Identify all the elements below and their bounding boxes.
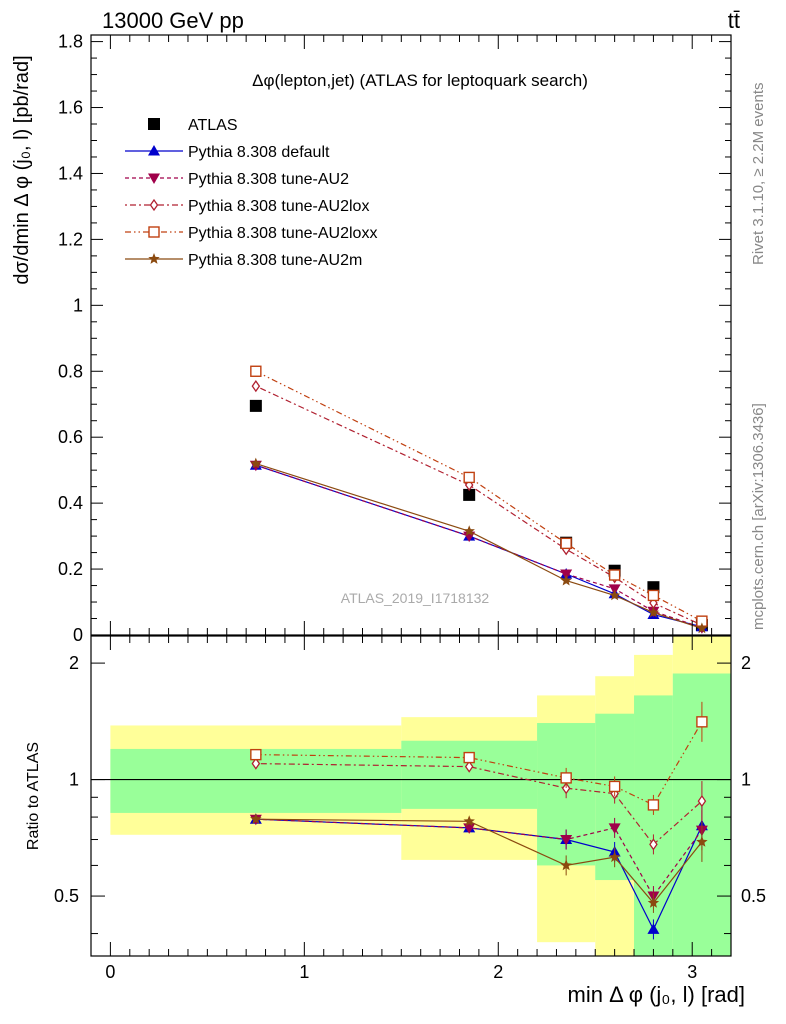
legend-label: Pythia 8.308 tune-AU2lox (188, 198, 369, 215)
y-tick-label: 1.4 (58, 163, 83, 183)
ratio-point (647, 923, 660, 934)
rivet-label: Rivet 3.1.10, ≥ 2.2M events (750, 83, 767, 266)
y-tick-label: 0.6 (58, 427, 83, 447)
ratio-point (647, 799, 660, 811)
legend-marker (148, 226, 160, 238)
ratio-point (560, 772, 572, 784)
y-tick-label: 1.8 (58, 32, 83, 52)
y-tick-label: 1 (73, 295, 83, 315)
ratio-point (464, 760, 474, 773)
data-point (696, 622, 708, 634)
ratio-point (647, 896, 660, 908)
y-tick-label: 0.5 (54, 886, 79, 906)
series-line (255, 463, 703, 629)
legend: ATLAS Pythia 8.308 default Pythia 8.308 tu… (125, 117, 377, 269)
y-tick-label: 1 (69, 770, 79, 790)
ratio-point (696, 835, 708, 847)
ratio-point (251, 757, 261, 770)
ratio-point (649, 838, 658, 851)
process-label: tt̄ (728, 8, 740, 33)
legend-marker (148, 253, 160, 264)
ratio-point (250, 813, 262, 824)
series-pythia-8-308-tune-au2loxx (250, 365, 708, 627)
legend-marker (148, 118, 160, 130)
series-line (255, 385, 703, 626)
y-tick-label: 0.4 (58, 493, 83, 513)
ratio-point (561, 782, 571, 795)
ratio-point (250, 748, 262, 761)
legend-label: Pythia 8.308 tune-AU2m (188, 252, 362, 269)
data-point (463, 471, 475, 484)
data-point (560, 537, 572, 550)
data-point (250, 365, 262, 377)
ratio-point (560, 835, 573, 846)
series-line (255, 370, 703, 622)
ratio-y-axis-label: Ratio to ATLAS (25, 742, 42, 850)
ratio-plot-frame (90, 635, 732, 957)
data-point (608, 589, 621, 601)
ratio-point (560, 859, 572, 871)
data-point (250, 457, 262, 469)
y-tick-label-right: 0.5 (741, 886, 766, 906)
ratio-plot-panel: 0 1 2 3 0.5 0.5 1 1 2 2 Ratio to ATLAS min Δ φ (j… (25, 635, 766, 1007)
y-tick-label-right: 1 (741, 770, 751, 790)
series-pythia-8-308-tune-au2 (249, 460, 708, 634)
ratio-point (608, 823, 621, 834)
mcplots-label: mcplots.cern.ch [arXiv:1306.3436] (750, 403, 767, 630)
main-plot-title: Δφ(lepton,jet) (ATLAS for leptoquark sea… (252, 71, 588, 90)
legend-marker (149, 198, 159, 212)
x-tick-label: 3 (687, 962, 697, 982)
y-axis-label: dσ/dmin Δ φ (j₀, l) [pb/rad] (11, 55, 33, 284)
energy-label: 13000 GeV pp (102, 8, 244, 33)
ratio-point (696, 716, 708, 728)
data-point (251, 379, 261, 393)
series-line (255, 464, 703, 628)
data-point (463, 525, 475, 536)
main-plot-frame (90, 34, 732, 636)
legend-marker (148, 145, 160, 156)
data-point (608, 569, 621, 581)
ratio-line (255, 818, 703, 898)
legend-label: Pythia 8.308 tune-AU2loxx (188, 225, 377, 242)
x-tick-label: 1 (299, 962, 309, 982)
legend-label: Pythia 8.308 tune-AU2 (188, 171, 349, 188)
ratio-point (463, 751, 475, 764)
data-point (249, 399, 262, 412)
data-point (560, 574, 572, 586)
legend-label: ATLAS (188, 117, 238, 134)
data-point (647, 589, 660, 602)
ratio-point (463, 815, 475, 827)
y-tick-label: 0 (73, 625, 83, 645)
legend-marker (148, 173, 160, 184)
y-tick-label: 1.6 (58, 98, 83, 118)
ratio-line (255, 818, 703, 904)
y-tick-label: 2 (69, 653, 79, 673)
ratio-point (608, 780, 621, 793)
x-axis-label: min Δ φ (j₀, l) [rad] (568, 982, 745, 1007)
analysis-watermark: ATLAS_2019_I1718132 (341, 590, 490, 606)
ratio-series-pythia-8-308-tune-au2m (250, 813, 708, 913)
uncertainty-band-inner (401, 740, 538, 809)
y-tick-label-right: 2 (741, 653, 751, 673)
ratio-series-pythia-8-308-tune-au2loxx (250, 701, 708, 815)
data-point (463, 488, 476, 501)
ratio-point (608, 851, 621, 863)
x-tick-label: 0 (105, 962, 115, 982)
x-tick-label: 2 (493, 962, 503, 982)
ratio-point (697, 794, 707, 808)
ratio-line (255, 763, 703, 846)
y-tick-label: 0.2 (58, 559, 83, 579)
y-tick-label: 0.8 (58, 361, 83, 381)
ratio-point (463, 823, 476, 834)
legend-label: Pythia 8.308 default (188, 144, 330, 161)
y-tick-label: 1.2 (58, 229, 83, 249)
data-point (647, 606, 660, 618)
main-plot-panel: 0 0.2 0.4 0.6 0.8 1 1.2 1.4 1.6 1.8 Δφ(lepton,jet… (11, 32, 732, 645)
series-pythia-8-308-tune-au2m (250, 457, 708, 634)
